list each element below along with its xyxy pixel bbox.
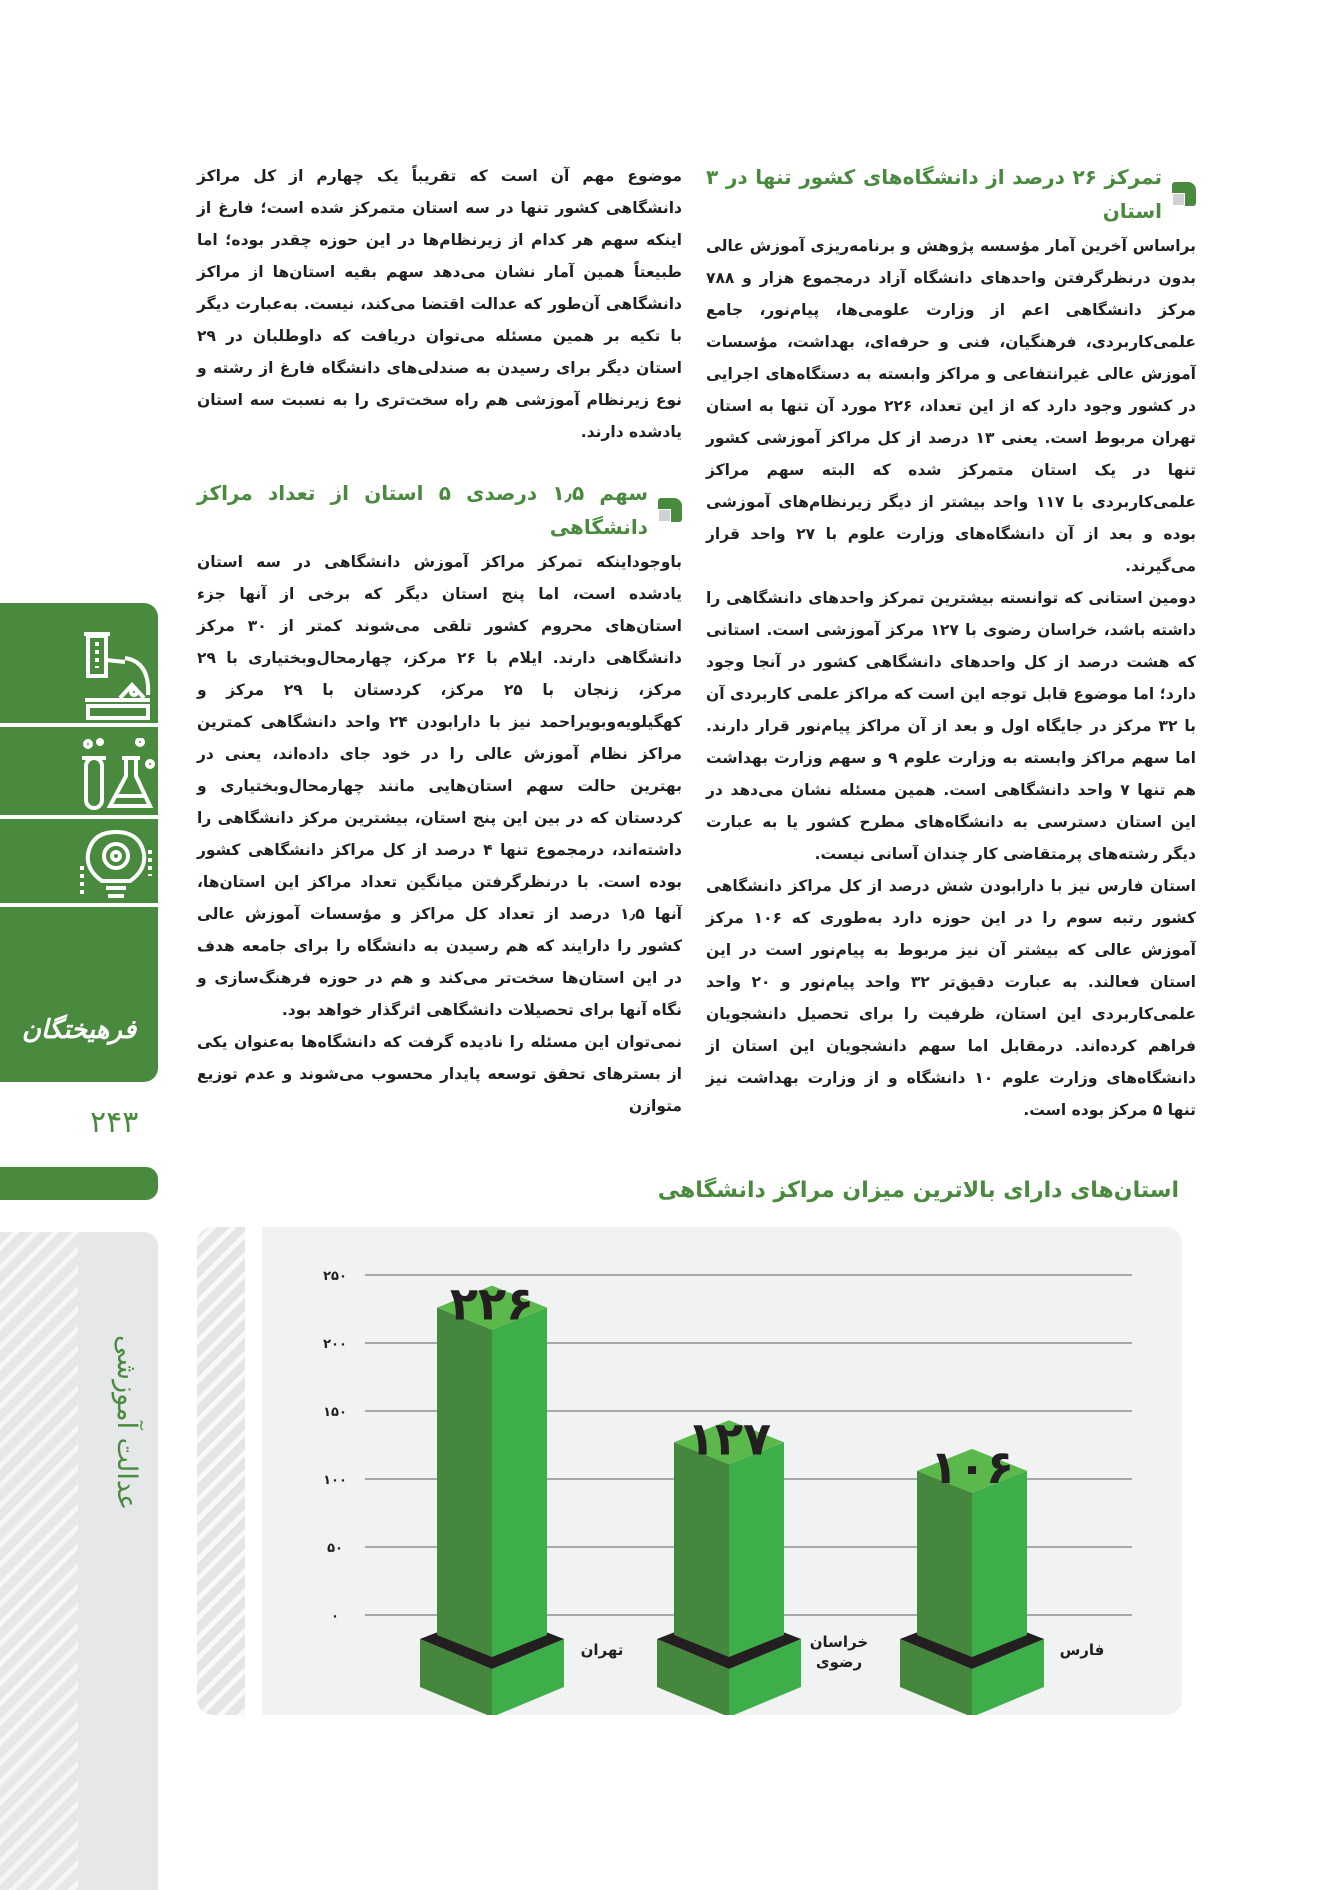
bar-base [900, 1639, 972, 1715]
bar-base [729, 1639, 801, 1715]
section-heading: تمرکز ۲۶ درصد از دانشگاه‌های کشور تنها د… [706, 160, 1196, 228]
paragraph: براساس آخرین آمار مؤسسه پژوهش و برنامه‌ر… [706, 237, 1196, 575]
y-tick-label: ۵۰ [327, 1541, 343, 1556]
paragraph: موضوع مهم آن است که تقریباً یک چهارم از … [197, 167, 682, 441]
microscope-icon [84, 632, 151, 720]
paragraph: نمی‌توان این مسئله را نادیده گرفت که دان… [197, 1033, 682, 1115]
y-tick-label: ۲۰۰ [323, 1337, 347, 1352]
stripe-pattern [197, 1227, 245, 1715]
category-label: تهران [581, 1641, 624, 1659]
page-number: ۲۴۳ [90, 1105, 139, 1140]
heading-text: تمرکز ۲۶ درصد از دانشگاه‌های کشور تنها د… [706, 165, 1162, 223]
paragraph: دومین استانی که توانسته بیشترین تمرکز وا… [706, 589, 1196, 863]
bar-chart: ۰ ۵۰ ۱۰۰ ۱۵۰ ۲۰۰ ۲۵۰ ۲۲۶ تهران ۱۲۷ خراسان رضوی ۱۰۶ ف… [323, 1269, 1132, 1715]
section-label: عدالت آموزشی [111, 1334, 142, 1510]
bar-face-right [972, 1470, 1027, 1657]
lightbulb-gear-icon [80, 829, 152, 898]
left-column: موضوع مهم آن است که تقریباً یک چهارم از … [197, 160, 682, 1122]
bar-face-left [674, 1442, 729, 1657]
sidebar-section-panel [0, 1232, 158, 1890]
section-heading: سهم ۱٫۵ درصدی ۵ استان از تعداد مراکز دان… [197, 476, 682, 544]
data-label: ۱۲۷ [687, 1411, 771, 1465]
shelf-divider [0, 723, 158, 727]
bar-face-right [729, 1442, 784, 1657]
category-label: فارس [1060, 1641, 1105, 1659]
heading-marker-icon [1172, 182, 1196, 206]
y-tick-label: ۱۵۰ [323, 1405, 347, 1420]
bar-face-left [917, 1470, 972, 1657]
bar-base [420, 1639, 492, 1715]
category-label: خراسان [810, 1633, 868, 1651]
y-tick-label: ۱۰۰ [323, 1473, 347, 1488]
bar-top [437, 1285, 547, 1330]
chart-panel: ۰ ۵۰ ۱۰۰ ۱۵۰ ۲۰۰ ۲۵۰ ۲۲۶ تهران ۱۲۷ خراسان رضوی ۱۰۶ ف… [197, 1227, 1182, 1715]
shelf-divider [0, 815, 158, 819]
brand-logo: فرهیختگان [21, 1015, 137, 1045]
y-tick-label: ۲۵۰ [323, 1269, 347, 1284]
chart-title: استان‌های دارای بالاترین میزان مراکز دان… [657, 1178, 1179, 1203]
bar-top [674, 1420, 784, 1465]
paragraph: باوجوداینکه تمرکز مراکز آموزش دانشگاهی د… [197, 553, 683, 1019]
bar-face-left [437, 1307, 492, 1657]
data-label: ۲۲۶ [450, 1277, 534, 1331]
panel-gap [245, 1227, 262, 1715]
bar-base [657, 1639, 729, 1715]
bar-face-right [492, 1307, 547, 1657]
right-column: تمرکز ۲۶ درصد از دانشگاه‌های کشور تنها د… [706, 160, 1196, 1126]
y-tick-label: ۰ [331, 1609, 339, 1624]
heading-marker-icon [658, 498, 682, 522]
stripe-pattern [0, 1232, 78, 1890]
category-label: رضوی [816, 1653, 862, 1671]
data-label: ۱۰۶ [930, 1440, 1014, 1494]
bar-base [492, 1639, 564, 1715]
bar-top [917, 1448, 1027, 1493]
sidebar-accent-bar [0, 1167, 158, 1200]
paragraph: استان فارس نیز با دارابودن شش درصد از کل… [706, 877, 1197, 1119]
bar-base [972, 1639, 1044, 1715]
heading-text: سهم ۱٫۵ درصدی ۵ استان از تعداد مراکز دان… [197, 481, 648, 539]
shelf-divider [0, 903, 158, 907]
test-tubes-icon [82, 738, 155, 810]
